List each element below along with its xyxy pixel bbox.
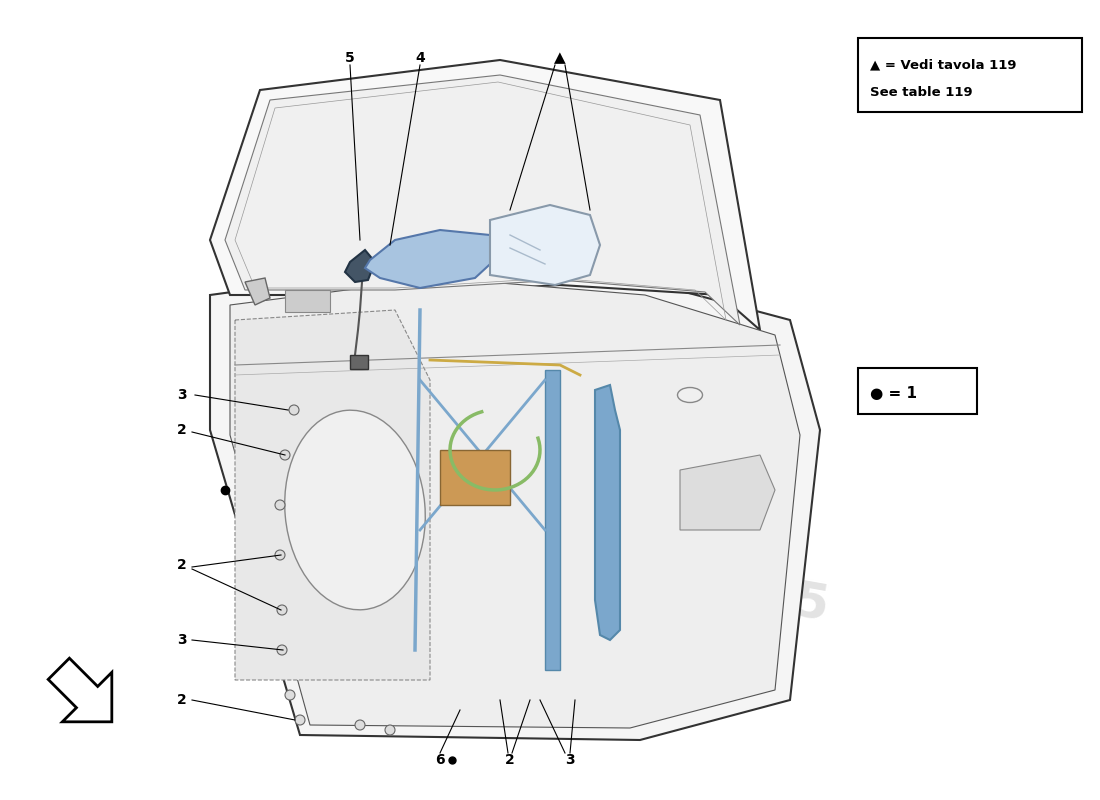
Circle shape xyxy=(355,720,365,730)
Text: 2: 2 xyxy=(177,693,187,707)
Circle shape xyxy=(277,605,287,615)
Polygon shape xyxy=(210,60,760,330)
Text: ● = 1: ● = 1 xyxy=(870,386,917,401)
Text: 2: 2 xyxy=(177,423,187,437)
Text: 3: 3 xyxy=(177,388,187,402)
Circle shape xyxy=(285,690,295,700)
Polygon shape xyxy=(345,250,375,282)
Text: 6: 6 xyxy=(436,753,444,767)
Text: 2: 2 xyxy=(505,753,515,767)
Polygon shape xyxy=(490,205,600,285)
Polygon shape xyxy=(595,385,620,640)
FancyBboxPatch shape xyxy=(858,38,1082,112)
Text: ▲: ▲ xyxy=(554,50,565,66)
Polygon shape xyxy=(210,265,820,740)
Text: 4: 4 xyxy=(415,51,425,65)
Bar xyxy=(440,450,510,505)
Polygon shape xyxy=(235,310,430,680)
Text: 2: 2 xyxy=(177,558,187,572)
Text: euro: euro xyxy=(242,293,617,487)
Circle shape xyxy=(295,715,305,725)
Circle shape xyxy=(275,550,285,560)
Text: See table 119: See table 119 xyxy=(870,86,972,98)
Polygon shape xyxy=(245,278,270,305)
Polygon shape xyxy=(544,370,560,670)
Text: 3: 3 xyxy=(177,633,187,647)
Text: 3: 3 xyxy=(565,753,575,767)
Text: ▲ = Vedi tavola 119: ▲ = Vedi tavola 119 xyxy=(870,58,1016,71)
Polygon shape xyxy=(226,75,740,325)
Bar xyxy=(285,290,330,312)
FancyBboxPatch shape xyxy=(858,368,977,414)
Polygon shape xyxy=(48,658,112,722)
Polygon shape xyxy=(365,230,501,288)
Bar xyxy=(350,355,368,369)
Text: a passion: a passion xyxy=(392,414,769,546)
Circle shape xyxy=(277,645,287,655)
Circle shape xyxy=(289,405,299,415)
Polygon shape xyxy=(680,455,775,530)
Circle shape xyxy=(385,725,395,735)
Polygon shape xyxy=(230,278,800,728)
Circle shape xyxy=(280,450,290,460)
Circle shape xyxy=(275,500,285,510)
Ellipse shape xyxy=(678,387,703,402)
Text: since 1985: since 1985 xyxy=(527,530,833,630)
Ellipse shape xyxy=(285,410,426,610)
Text: 5: 5 xyxy=(345,51,355,65)
